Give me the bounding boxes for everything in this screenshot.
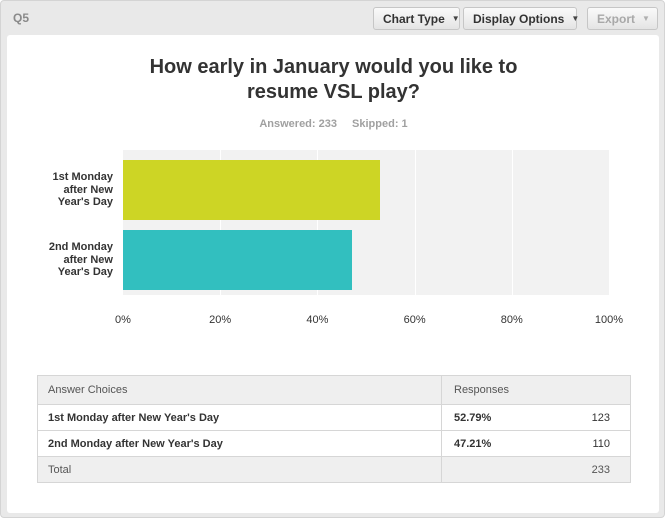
- total-count: 233: [591, 463, 610, 476]
- gridline: [220, 150, 221, 295]
- chart-card: How early in January would you like to r…: [7, 35, 659, 513]
- row-choice: 2nd Monday after New Year's Day: [38, 431, 442, 456]
- table-row: 2nd Monday after New Year's Day 47.21% 1…: [38, 430, 630, 456]
- panel-toolbar: Q5 Chart Type ▼ Display Options ▼ Export…: [1, 1, 664, 35]
- title-line-1: How early in January would you like to: [149, 56, 518, 78]
- row-choice: 1st Monday after New Year's Day: [38, 405, 442, 430]
- gridline: [609, 150, 610, 295]
- chevron-down-icon: ▼: [451, 14, 460, 23]
- table-total-row: Total 233: [38, 456, 630, 482]
- export-label: Export: [597, 11, 636, 26]
- row-count: 110: [592, 437, 610, 450]
- category-label: 1st Monday after New Year's Day: [52, 171, 113, 209]
- x-tick-label: 80%: [500, 314, 523, 326]
- x-tick-label: 0%: [115, 314, 131, 326]
- gridline: [415, 150, 416, 295]
- title-line-2: resume VSL play?: [246, 81, 421, 103]
- response-stats: Answered: 233 Skipped: 1: [1, 118, 665, 130]
- chevron-down-icon: ▼: [571, 14, 580, 23]
- export-button[interactable]: Export ▼: [587, 7, 658, 30]
- display-options-label: Display Options: [473, 11, 565, 26]
- header-answer-choices: Answer Choices: [38, 376, 442, 404]
- plot-area: [123, 150, 610, 295]
- row-percent: 52.79%: [454, 411, 492, 424]
- question-number: Q5: [13, 11, 30, 25]
- category-label: 2nd Monday after New Year's Day: [48, 241, 113, 279]
- bar-2[interactable]: [123, 230, 353, 290]
- gridline: [512, 150, 513, 295]
- table-row: 1st Monday after New Year's Day 52.79% 1…: [38, 404, 630, 430]
- chart-type-button[interactable]: Chart Type ▼: [373, 7, 460, 30]
- gridline: [317, 150, 318, 295]
- bar-1[interactable]: [123, 160, 380, 220]
- x-tick-label: 40%: [306, 314, 329, 326]
- row-count: 123: [591, 411, 610, 424]
- row-percent: 47.21%: [454, 437, 492, 450]
- chevron-down-icon: ▼: [642, 14, 650, 23]
- table-header-row: Answer Choices Responses: [38, 376, 630, 404]
- answered-count: Answered: 233: [259, 118, 337, 130]
- x-tick-label: 20%: [209, 314, 232, 326]
- header-responses: Responses: [454, 384, 510, 396]
- display-options-button[interactable]: Display Options ▼: [463, 7, 580, 30]
- total-label: Total: [38, 457, 442, 482]
- results-table: Answer Choices Responses 1st Monday afte…: [37, 375, 631, 483]
- x-tick-label: 60%: [403, 314, 426, 326]
- chart-type-label: Chart Type: [383, 11, 445, 26]
- x-tick-label: 100%: [594, 314, 624, 326]
- skipped-count: Skipped: 1: [352, 118, 408, 130]
